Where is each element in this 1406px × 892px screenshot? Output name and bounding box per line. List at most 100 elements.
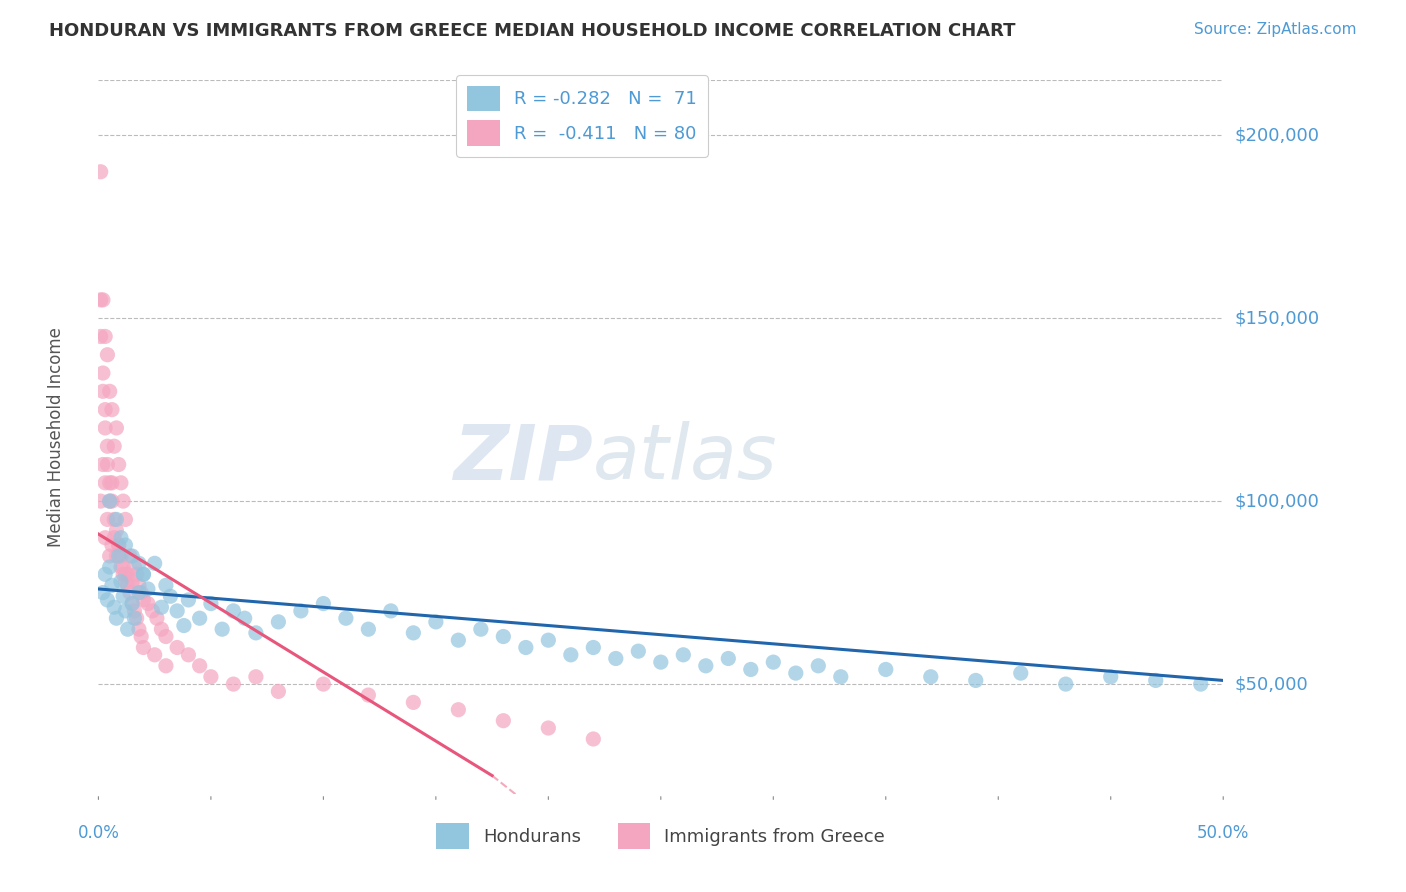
Point: [173, 618, 195, 632]
Point: [98, 560, 121, 574]
Point: [222, 604, 245, 618]
Point: [124, 604, 146, 618]
Text: $200,000: $200,000: [1234, 126, 1319, 145]
Point: [90, 329, 112, 343]
Point: [118, 549, 141, 563]
Text: 0.0%: 0.0%: [77, 824, 120, 842]
Point: [105, 611, 128, 625]
Point: [117, 578, 139, 592]
Point: [98, 494, 121, 508]
Text: $100,000: $100,000: [1234, 492, 1319, 510]
Point: [110, 574, 132, 589]
Point: [762, 655, 785, 669]
Point: [267, 684, 290, 698]
Point: [101, 494, 124, 508]
Point: [91, 384, 114, 399]
Point: [150, 600, 173, 615]
Point: [114, 512, 136, 526]
Point: [128, 578, 150, 592]
Point: [96, 593, 118, 607]
Point: [582, 731, 605, 746]
Point: [1144, 673, 1167, 688]
Point: [920, 670, 942, 684]
Point: [121, 549, 143, 563]
Point: [101, 402, 124, 417]
Text: 50.0%: 50.0%: [1197, 824, 1250, 842]
Point: [537, 721, 560, 735]
Point: [114, 574, 136, 589]
Point: [121, 597, 143, 611]
Text: ZIP: ZIP: [454, 422, 593, 495]
Point: [91, 366, 114, 380]
Point: [582, 640, 605, 655]
Point: [98, 384, 121, 399]
Point: [125, 567, 148, 582]
Point: [357, 688, 380, 702]
Point: [94, 567, 117, 582]
Point: [1189, 677, 1212, 691]
Point: [96, 439, 118, 453]
Point: [136, 582, 159, 596]
Point: [91, 585, 114, 599]
Point: [107, 538, 129, 552]
Text: $150,000: $150,000: [1234, 310, 1319, 327]
Point: [155, 630, 177, 644]
Point: [222, 677, 245, 691]
Point: [98, 494, 121, 508]
Point: [650, 655, 672, 669]
Point: [110, 560, 132, 574]
Point: [200, 597, 222, 611]
Point: [136, 597, 159, 611]
Text: atlas: atlas: [593, 422, 778, 495]
Point: [103, 600, 125, 615]
Text: Median Household Income: Median Household Income: [46, 327, 65, 547]
Point: [830, 670, 852, 684]
Point: [166, 604, 188, 618]
Point: [98, 475, 121, 490]
Point: [94, 531, 117, 545]
Point: [110, 475, 132, 490]
Point: [146, 611, 169, 625]
Point: [132, 567, 155, 582]
Point: [605, 651, 627, 665]
Point: [103, 439, 125, 453]
Point: [470, 622, 492, 636]
Point: [159, 589, 181, 603]
Point: [90, 165, 112, 179]
Point: [132, 640, 155, 655]
Point: [101, 578, 124, 592]
Point: [200, 670, 222, 684]
Point: [121, 574, 143, 589]
Point: [537, 633, 560, 648]
Point: [112, 560, 135, 574]
Point: [98, 549, 121, 563]
Point: [312, 597, 335, 611]
Point: [90, 293, 112, 307]
Point: [155, 578, 177, 592]
Point: [129, 630, 152, 644]
Point: [103, 531, 125, 545]
Point: [121, 597, 143, 611]
Text: HONDURAN VS IMMIGRANTS FROM GREECE MEDIAN HOUSEHOLD INCOME CORRELATION CHART: HONDURAN VS IMMIGRANTS FROM GREECE MEDIA…: [49, 22, 1015, 40]
Point: [94, 402, 117, 417]
Point: [188, 611, 211, 625]
Point: [132, 567, 155, 582]
Point: [118, 585, 141, 599]
Point: [143, 648, 166, 662]
Point: [312, 677, 335, 691]
Point: [267, 615, 290, 629]
Point: [105, 524, 128, 538]
Point: [101, 538, 124, 552]
Point: [233, 611, 256, 625]
Point: [132, 593, 155, 607]
Point: [672, 648, 695, 662]
Point: [90, 494, 112, 508]
Point: [188, 658, 211, 673]
Point: [1099, 670, 1122, 684]
Point: [402, 625, 425, 640]
Point: [125, 611, 148, 625]
Point: [105, 421, 128, 435]
Point: [166, 640, 188, 655]
Text: Source: ZipAtlas.com: Source: ZipAtlas.com: [1194, 22, 1357, 37]
Point: [96, 512, 118, 526]
